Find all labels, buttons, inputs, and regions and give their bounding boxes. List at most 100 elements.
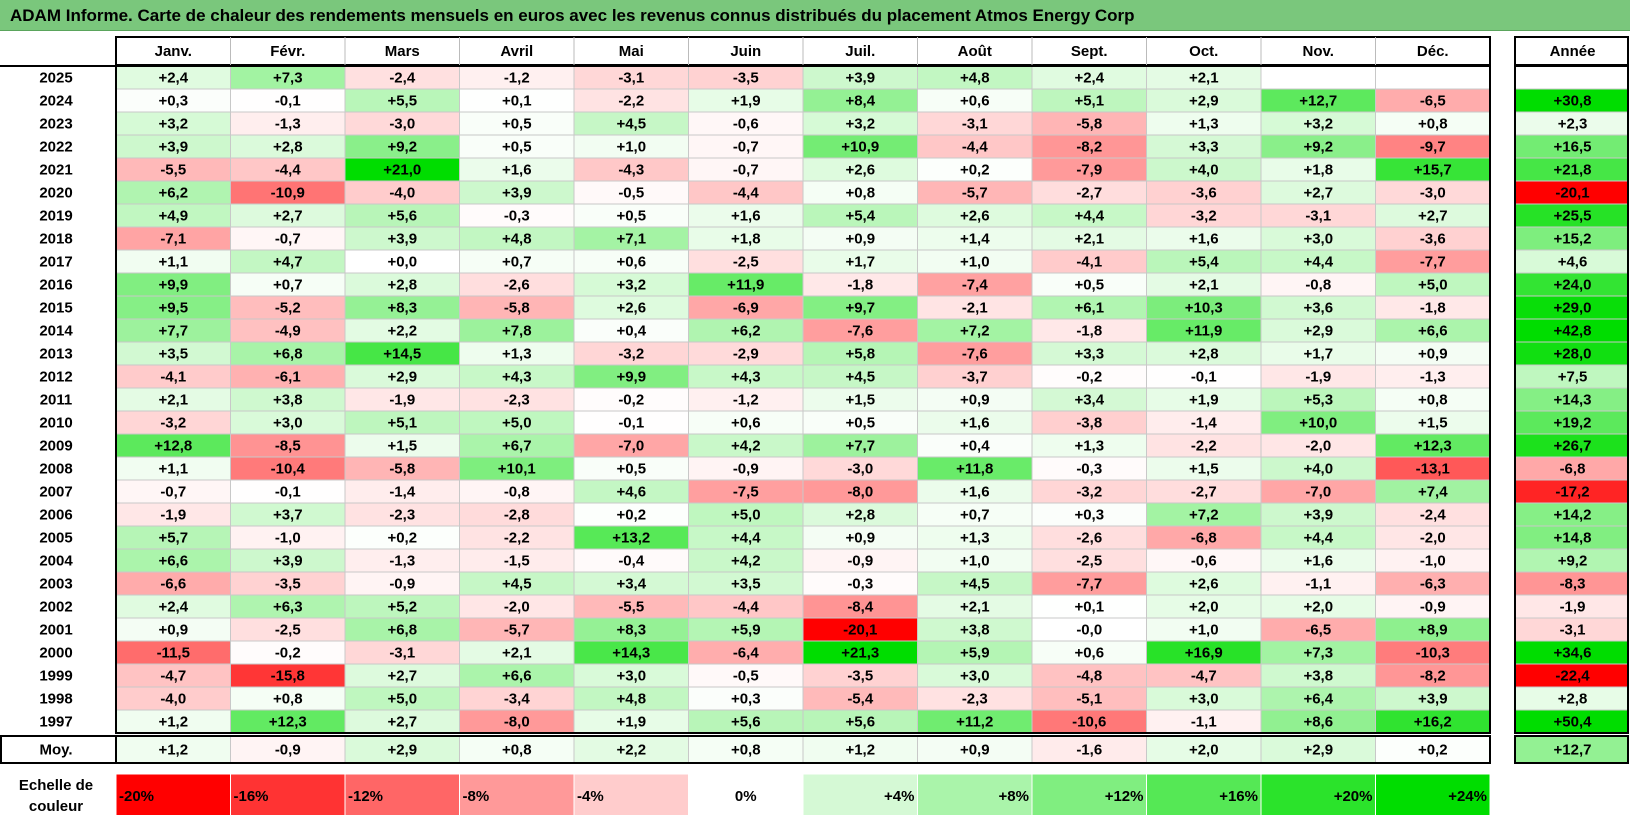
cell-value: +6,6 [158,552,188,569]
cell-value: +3,0 [960,667,990,684]
month-header: Mars [385,43,420,60]
scale-swatch [688,773,804,815]
cell-value: +12,3 [1414,437,1452,454]
annual-value: +2,8 [1558,690,1588,707]
annual-value: -6,8 [1560,460,1586,477]
cell-value: -7,4 [962,276,989,293]
cell-value: -0,7 [160,483,186,500]
cell-value: -10,3 [1416,644,1450,661]
cell-value: -1,5 [504,552,530,569]
cell-value: +2,9 [1303,322,1333,339]
cell-value: +0,6 [616,253,646,270]
cell-value: +2,6 [616,299,646,316]
cell-value: +0,5 [1074,276,1104,293]
cell-value: -3,1 [1305,207,1331,224]
cell-value: -3,4 [504,690,531,707]
year-label: 2025 [39,69,72,86]
cell-value: +5,4 [1189,253,1219,270]
cell-value: +3,9 [502,184,532,201]
cell-value: -4,4 [733,598,760,615]
cell-value: +7,4 [1418,483,1448,500]
cell-value: +5,1 [1074,92,1104,109]
cell-value: +3,7 [273,506,303,523]
year-label: 2004 [39,552,73,569]
cell-value: +2,1 [1189,276,1219,293]
cell-value: +2,1 [960,598,990,615]
annual-value: +15,2 [1554,230,1592,247]
cell-value: -3,1 [962,115,988,132]
cell-value: +8,3 [387,299,417,316]
cell-value: -3,5 [733,69,759,86]
average-value: -1,6 [1076,741,1102,758]
cell-value: -5,8 [389,460,415,477]
cell-value: +5,9 [960,644,990,661]
cell-value: -5,7 [962,184,988,201]
cell-value: +6,4 [1303,690,1333,707]
cell-value: +3,8 [1303,667,1333,684]
cell-value: +1,3 [1189,115,1219,132]
cell-value: +1,2 [158,713,188,730]
cell-value: +0,3 [731,690,761,707]
cell-value: +5,3 [1303,391,1333,408]
annual-value: -8,3 [1560,575,1586,592]
cell-value: +7,2 [960,322,990,339]
cell-value: +1,6 [960,414,990,431]
year-label: 2000 [39,644,72,661]
cell-value: +0,4 [616,322,646,339]
cell-value: +2,4 [158,69,188,86]
cell-value: +3,0 [273,414,303,431]
cell-value: +2,8 [845,506,875,523]
cell-value: +1,6 [1303,552,1333,569]
cell-value: -7,0 [618,437,644,454]
cell-value: +8,4 [845,92,875,109]
cell-value: -6,1 [275,368,301,385]
cell-value: +9,9 [158,276,188,293]
scale-value: -4% [577,788,604,805]
cell-value: -10,4 [271,460,306,477]
year-label: 2009 [39,437,72,454]
scale-swatch [1375,773,1491,815]
cell-value: -2,5 [733,253,759,270]
average-value: -0,9 [275,741,301,758]
cell-value: +4,2 [731,552,761,569]
cell-value: -0,4 [618,552,645,569]
cell-value: -10,9 [271,184,305,201]
cell-value: -8,0 [847,483,873,500]
year-label: 1998 [39,690,72,707]
cell-value: -6,6 [160,575,186,592]
cell-value: +1,8 [731,230,761,247]
cell-value: -0,5 [733,667,759,684]
cell-value: +2,1 [1074,230,1104,247]
title-bar: ADAM Informe. Carte de chaleur des rende… [0,0,1630,31]
cell-value: -3,2 [1076,483,1102,500]
cell-value: -3,6 [1191,184,1217,201]
month-header: Août [958,43,992,60]
cell-value: +0,2 [960,161,990,178]
cell-value: -15,8 [271,667,305,684]
month-header: Janv. [155,43,192,60]
cell-value: +12,7 [1299,92,1337,109]
average-value: +2,9 [1303,741,1333,758]
cell-value: +2,0 [1189,598,1219,615]
cell-value: +12,8 [154,437,192,454]
cell-value: +0,5 [502,115,532,132]
cell-value: +1,0 [960,253,990,270]
average-value: +0,9 [960,741,990,758]
cell-value: -3,7 [962,368,988,385]
cell-value: +0,8 [273,690,303,707]
average-value: +2,9 [387,741,417,758]
cell-value: +16,2 [1414,713,1452,730]
month-header: Sept. [1071,43,1108,60]
year-label: 2002 [39,598,72,615]
cell-value: +9,9 [616,368,646,385]
cell-value: +3,8 [273,391,303,408]
scale-value: -8% [463,788,490,805]
cell-value: -5,7 [504,621,530,638]
cell-value: -0,9 [847,552,873,569]
year-label: 2011 [40,391,73,408]
cell-value: -0,3 [504,207,530,224]
cell-value: +13,2 [612,529,650,546]
cell-value: +4,0 [1303,460,1333,477]
heatmap-cell [1260,65,1376,90]
cell-value: +2,8 [1189,345,1219,362]
